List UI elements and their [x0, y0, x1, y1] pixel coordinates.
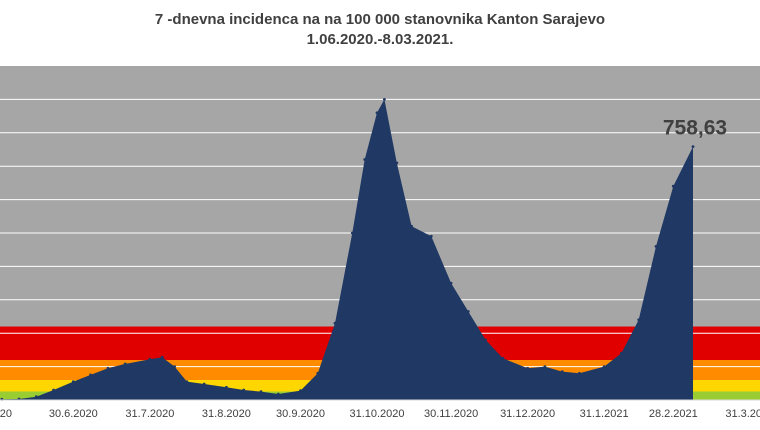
chart-subtitle-line: 1.06.2020.-8.03.2021.	[306, 31, 454, 48]
data-point	[225, 385, 228, 389]
x-tick-label: 31.7.2020	[125, 408, 174, 420]
x-tick-label: 31.3.2021	[725, 408, 760, 420]
data-point	[654, 245, 658, 248]
data-point	[202, 382, 206, 386]
x-tick-label: 31.12.2020	[500, 408, 555, 420]
data-point	[578, 371, 581, 375]
x-tick-label: 31.8.2020	[202, 408, 251, 420]
data-point	[375, 111, 379, 115]
data-point	[148, 357, 152, 361]
data-point	[637, 318, 641, 322]
x-tick-label: 30.6.2020	[49, 408, 98, 420]
data-point	[89, 373, 92, 377]
x-tick-label: 31.1.2021	[580, 408, 629, 420]
data-point	[620, 351, 623, 355]
data-point	[106, 366, 110, 370]
data-label: 758,63	[663, 117, 727, 140]
data-point	[173, 365, 177, 368]
data-point	[363, 158, 367, 161]
x-tick-label: 30.9.2020	[276, 408, 325, 420]
data-point	[383, 98, 386, 101]
data-point	[316, 371, 320, 375]
data-point	[333, 321, 337, 325]
data-point	[259, 390, 263, 393]
data-point	[71, 380, 75, 383]
x-tick-label: 30.11.2020	[424, 408, 478, 420]
chart-title-line: 7 -dnevna incidenca na na 100 000 stanov…	[154, 11, 606, 28]
data-point	[526, 366, 529, 370]
data-point	[484, 338, 487, 342]
data-point	[560, 370, 564, 373]
x-tick-label: 28.2.2021	[649, 408, 698, 420]
data-point	[466, 310, 470, 313]
data-point	[34, 395, 38, 399]
data-point	[52, 388, 55, 392]
data-point	[160, 355, 164, 359]
data-point	[449, 281, 453, 285]
data-point	[691, 145, 695, 149]
data-point	[299, 389, 302, 392]
data-point	[410, 224, 413, 228]
data-point	[602, 365, 606, 368]
data-point	[242, 388, 246, 392]
data-point	[543, 365, 547, 368]
chart-title: 7 -dnevna incidenca na na 100 000 stanov…	[0, 10, 760, 50]
series-area	[1, 99, 694, 401]
data-point	[501, 356, 505, 360]
x-tick-label: 2020	[0, 408, 12, 420]
data-point	[671, 184, 675, 188]
data-point	[350, 231, 354, 235]
x-tick-label: 31.10.2020	[349, 408, 404, 420]
data-point	[429, 234, 433, 238]
data-point	[185, 380, 189, 383]
data-point	[123, 362, 127, 366]
data-point	[395, 161, 399, 165]
data-point	[276, 392, 280, 396]
